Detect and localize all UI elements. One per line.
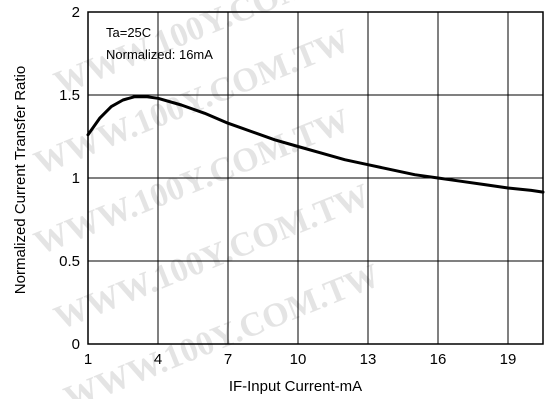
annotation-normalized: Normalized: 16mA <box>106 47 213 62</box>
x-tick-label: 10 <box>290 351 307 368</box>
x-tick-label: 7 <box>224 351 232 368</box>
y-tick-label: 2 <box>72 4 80 21</box>
y-axis-label: Normalized Current Transfer Ratio <box>12 66 29 294</box>
x-tick-label: 1 <box>84 351 92 368</box>
x-tick-label: 19 <box>500 351 517 368</box>
x-tick-labels: 1 4 7 10 13 16 19 <box>84 351 517 368</box>
plot-frame <box>87 11 544 345</box>
y-tick-label: 0.5 <box>59 253 80 270</box>
y-tick-label: 1.5 <box>59 87 80 104</box>
y-tick-label: 0 <box>72 336 80 353</box>
x-tick-label: 13 <box>360 351 377 368</box>
x-axis-label: IF-Input Current-mA <box>229 378 362 395</box>
annotation-temperature: Ta=25C <box>106 25 151 40</box>
x-tick-label: 16 <box>430 351 447 368</box>
y-tick-label: 1 <box>72 170 80 187</box>
ctr-curve-line <box>86 95 545 194</box>
y-tick-labels: 0 0.5 1 1.5 2 <box>59 4 80 353</box>
x-tick-label: 4 <box>154 351 162 368</box>
